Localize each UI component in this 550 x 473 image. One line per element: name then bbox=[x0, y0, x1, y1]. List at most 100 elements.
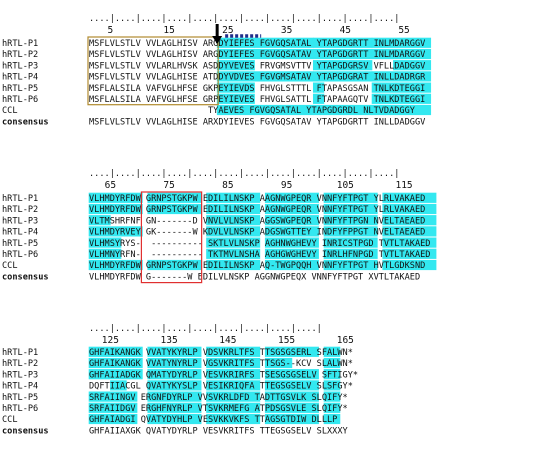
sequence-name: hRTL-P4 bbox=[2, 73, 38, 83]
position-ruler: ....|....|....|....|....|....|....|....|… bbox=[89, 14, 399, 24]
conserved-residue-highlight bbox=[323, 226, 378, 237]
sequence-name: hRTL-P6 bbox=[2, 404, 38, 414]
conserved-residue-highlight bbox=[216, 93, 255, 104]
conserved-residue-highlight bbox=[206, 391, 261, 402]
sequence-name: hRTL-P2 bbox=[2, 50, 38, 60]
conserved-residue-highlight bbox=[147, 203, 202, 215]
sequence-name: CCL bbox=[2, 415, 18, 425]
conserved-residue-highlight bbox=[264, 237, 319, 248]
ruler-tick-label: 165 bbox=[337, 335, 354, 346]
conserved-residue-highlight bbox=[216, 48, 255, 60]
conserved-residue-highlight bbox=[206, 259, 261, 271]
conserved-residue-highlight bbox=[323, 380, 341, 391]
sequence-name: hRTL-P2 bbox=[2, 205, 38, 215]
ruler-tick-label: 65 bbox=[105, 180, 116, 191]
conserved-residue-highlight bbox=[147, 402, 202, 413]
aligned-sequence: TYAEVES FGVGQSATAL YTAPGDGRDL NLTVDADGGY bbox=[89, 106, 416, 116]
conserved-residue-highlight bbox=[264, 369, 319, 380]
ruler-tick-label: 35 bbox=[281, 25, 292, 36]
consensus-label: consensus bbox=[2, 426, 49, 436]
conserved-residue-highlight bbox=[88, 237, 122, 248]
conserved-residue-highlight bbox=[147, 259, 202, 271]
aligned-sequence: VLHMDYRVEY GK-------W KDVLVLNSKP ADGSWGT… bbox=[89, 228, 425, 238]
conserved-residue-highlight bbox=[382, 215, 437, 226]
aligned-sequence: SRFAIIDGV ERGHFNYRLP VTSVKRMEFG ATPDSGSV… bbox=[89, 404, 348, 414]
conserved-residue-highlight bbox=[323, 259, 378, 271]
conserved-residue-highlight bbox=[323, 357, 341, 369]
conserved-residue-highlight bbox=[312, 48, 373, 60]
ruler-tick-label: 55 bbox=[398, 25, 409, 36]
conserved-residue-highlight bbox=[147, 369, 202, 380]
conserved-residue-highlight bbox=[88, 259, 143, 271]
consensus-label: consensus bbox=[2, 272, 49, 282]
conserved-residue-highlight bbox=[264, 357, 293, 369]
position-ruler: ....|....|....|....|....|....|....|....|… bbox=[89, 324, 322, 334]
conserved-residue-highlight bbox=[88, 346, 143, 357]
conserved-residue-highlight bbox=[393, 60, 432, 71]
conserved-residue-highlight bbox=[323, 237, 378, 248]
conserved-residue-highlight bbox=[216, 104, 255, 116]
aligned-sequence: MSFLVLSTLV VVLAGLHISV ARGDYIEFES FGVGQSA… bbox=[89, 50, 425, 60]
conserved-residue-highlight bbox=[216, 37, 255, 48]
conserved-residue-highlight bbox=[206, 413, 261, 425]
conserved-residue-highlight bbox=[323, 413, 341, 425]
conserved-residue-highlight bbox=[371, 71, 432, 82]
conserved-residue-highlight bbox=[382, 237, 437, 248]
conserved-residue-highlight bbox=[147, 192, 202, 203]
sequence-name: hRTL-P6 bbox=[2, 95, 38, 105]
ruler-tick-label: 25 bbox=[222, 25, 233, 36]
aligned-sequence: GHFAIKANGK VVATYKYRLP VDSVKRLTFS TTSGSGS… bbox=[89, 348, 353, 358]
conserved-residue-highlight bbox=[264, 192, 319, 203]
conserved-residue-highlight bbox=[312, 93, 325, 104]
ruler-tick-label: 105 bbox=[337, 180, 354, 191]
conserved-residue-highlight bbox=[264, 402, 319, 413]
sequence-name: hRTL-P1 bbox=[2, 348, 38, 358]
aligned-sequence: VLHMNYRFN- ---------- TKTMVLNSHA AGHGWGH… bbox=[89, 250, 430, 260]
insertion-region-box bbox=[140, 191, 203, 284]
conserved-residue-highlight bbox=[312, 104, 373, 116]
aligned-sequence: MSFLALSILA VAFVGLHFSE GRPEYIEVES FHVGLSA… bbox=[89, 95, 425, 105]
sequence-name: hRTL-P3 bbox=[2, 370, 38, 380]
ruler-tick-label: 155 bbox=[278, 335, 295, 346]
sequence-name: hRTL-P5 bbox=[2, 393, 38, 403]
aligned-sequence: VLHMDYRFDW GRNPSTGKPW EDILILNSKP AAGNWGP… bbox=[89, 205, 425, 215]
conserved-residue-highlight bbox=[323, 346, 341, 357]
ruler-tick-label: 15 bbox=[163, 25, 174, 36]
sequence-name: hRTL-P4 bbox=[2, 382, 38, 392]
sequence-name: hRTL-P4 bbox=[2, 228, 38, 238]
sequence-name: hRTL-P1 bbox=[2, 194, 38, 204]
conserved-residue-highlight bbox=[264, 346, 319, 357]
sequence-name: hRTL-P5 bbox=[2, 84, 38, 94]
conserved-residue-highlight bbox=[382, 248, 437, 259]
conserved-residue-highlight bbox=[88, 226, 143, 237]
ruler-tick-label: 75 bbox=[163, 180, 174, 191]
conserved-residue-highlight bbox=[382, 203, 437, 215]
conserved-residue-highlight bbox=[88, 248, 122, 259]
conserved-residue-highlight bbox=[371, 37, 432, 48]
conserved-residue-highlight bbox=[264, 380, 319, 391]
conserved-residue-highlight bbox=[323, 391, 341, 402]
aligned-sequence: MSFLVLSTLV VVLAGLHISV ARGDYIEFES FGVGQSA… bbox=[89, 39, 425, 49]
conserved-residue-highlight bbox=[147, 380, 202, 391]
conserved-residue-highlight bbox=[88, 391, 138, 402]
ruler-tick-label: 45 bbox=[340, 25, 351, 36]
conserved-residue-highlight bbox=[254, 37, 314, 48]
consensus-sequence: VLHMDYRFDW G-------W EDILVLNSKP AGGNWGPE… bbox=[89, 272, 420, 282]
conserved-residue-highlight bbox=[206, 380, 261, 391]
consensus-sequence: GHFAIIAXGK QVATYDYRLP VESVKRITFS TTEGSGS… bbox=[89, 426, 349, 436]
conserved-residue-highlight bbox=[206, 192, 261, 203]
aligned-sequence: VLHMDYRFDW GRNPSTGKPW EDILILNSKP AAGNWGP… bbox=[89, 194, 425, 204]
conserved-residue-highlight bbox=[371, 104, 432, 116]
conserved-residue-highlight bbox=[264, 215, 319, 226]
conserved-residue-highlight bbox=[264, 248, 319, 259]
conserved-residue-highlight bbox=[323, 192, 378, 203]
conserved-residue-highlight bbox=[88, 369, 143, 380]
conserved-residue-highlight bbox=[323, 248, 378, 259]
consensus-label: consensus bbox=[2, 117, 49, 127]
conserved-residue-highlight bbox=[206, 203, 261, 215]
aligned-sequence: GHFAIADGI QVATYDYHLP VESVKKVKFS TTAGSGTD… bbox=[89, 415, 337, 425]
conserved-residue-highlight bbox=[254, 71, 314, 82]
conserved-residue-highlight bbox=[206, 237, 261, 248]
conserved-residue-highlight bbox=[206, 357, 261, 369]
conserved-residue-highlight bbox=[323, 402, 341, 413]
